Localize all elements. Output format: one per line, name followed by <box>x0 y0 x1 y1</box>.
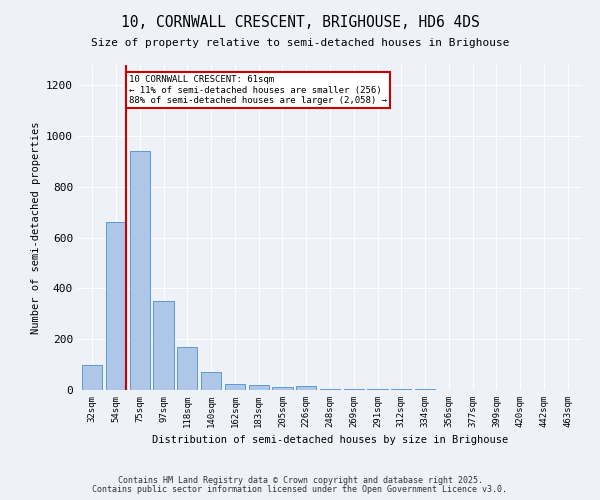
Bar <box>344 388 364 390</box>
Bar <box>296 386 316 390</box>
Text: 10, CORNWALL CRESCENT, BRIGHOUSE, HD6 4DS: 10, CORNWALL CRESCENT, BRIGHOUSE, HD6 4D… <box>121 15 479 30</box>
Bar <box>272 388 293 390</box>
X-axis label: Distribution of semi-detached houses by size in Brighouse: Distribution of semi-detached houses by … <box>152 436 508 446</box>
Bar <box>248 385 269 390</box>
Bar <box>82 364 103 390</box>
Bar <box>106 222 126 390</box>
Text: Contains public sector information licensed under the Open Government Licence v3: Contains public sector information licen… <box>92 485 508 494</box>
Y-axis label: Number of semi-detached properties: Number of semi-detached properties <box>31 121 41 334</box>
Bar <box>130 152 150 390</box>
Text: 10 CORNWALL CRESCENT: 61sqm
← 11% of semi-detached houses are smaller (256)
88% : 10 CORNWALL CRESCENT: 61sqm ← 11% of sem… <box>129 75 387 105</box>
Text: Size of property relative to semi-detached houses in Brighouse: Size of property relative to semi-detach… <box>91 38 509 48</box>
Bar <box>320 388 340 390</box>
Bar <box>225 384 245 390</box>
Bar <box>201 372 221 390</box>
Bar <box>154 301 173 390</box>
Bar <box>177 347 197 390</box>
Text: Contains HM Land Registry data © Crown copyright and database right 2025.: Contains HM Land Registry data © Crown c… <box>118 476 482 485</box>
